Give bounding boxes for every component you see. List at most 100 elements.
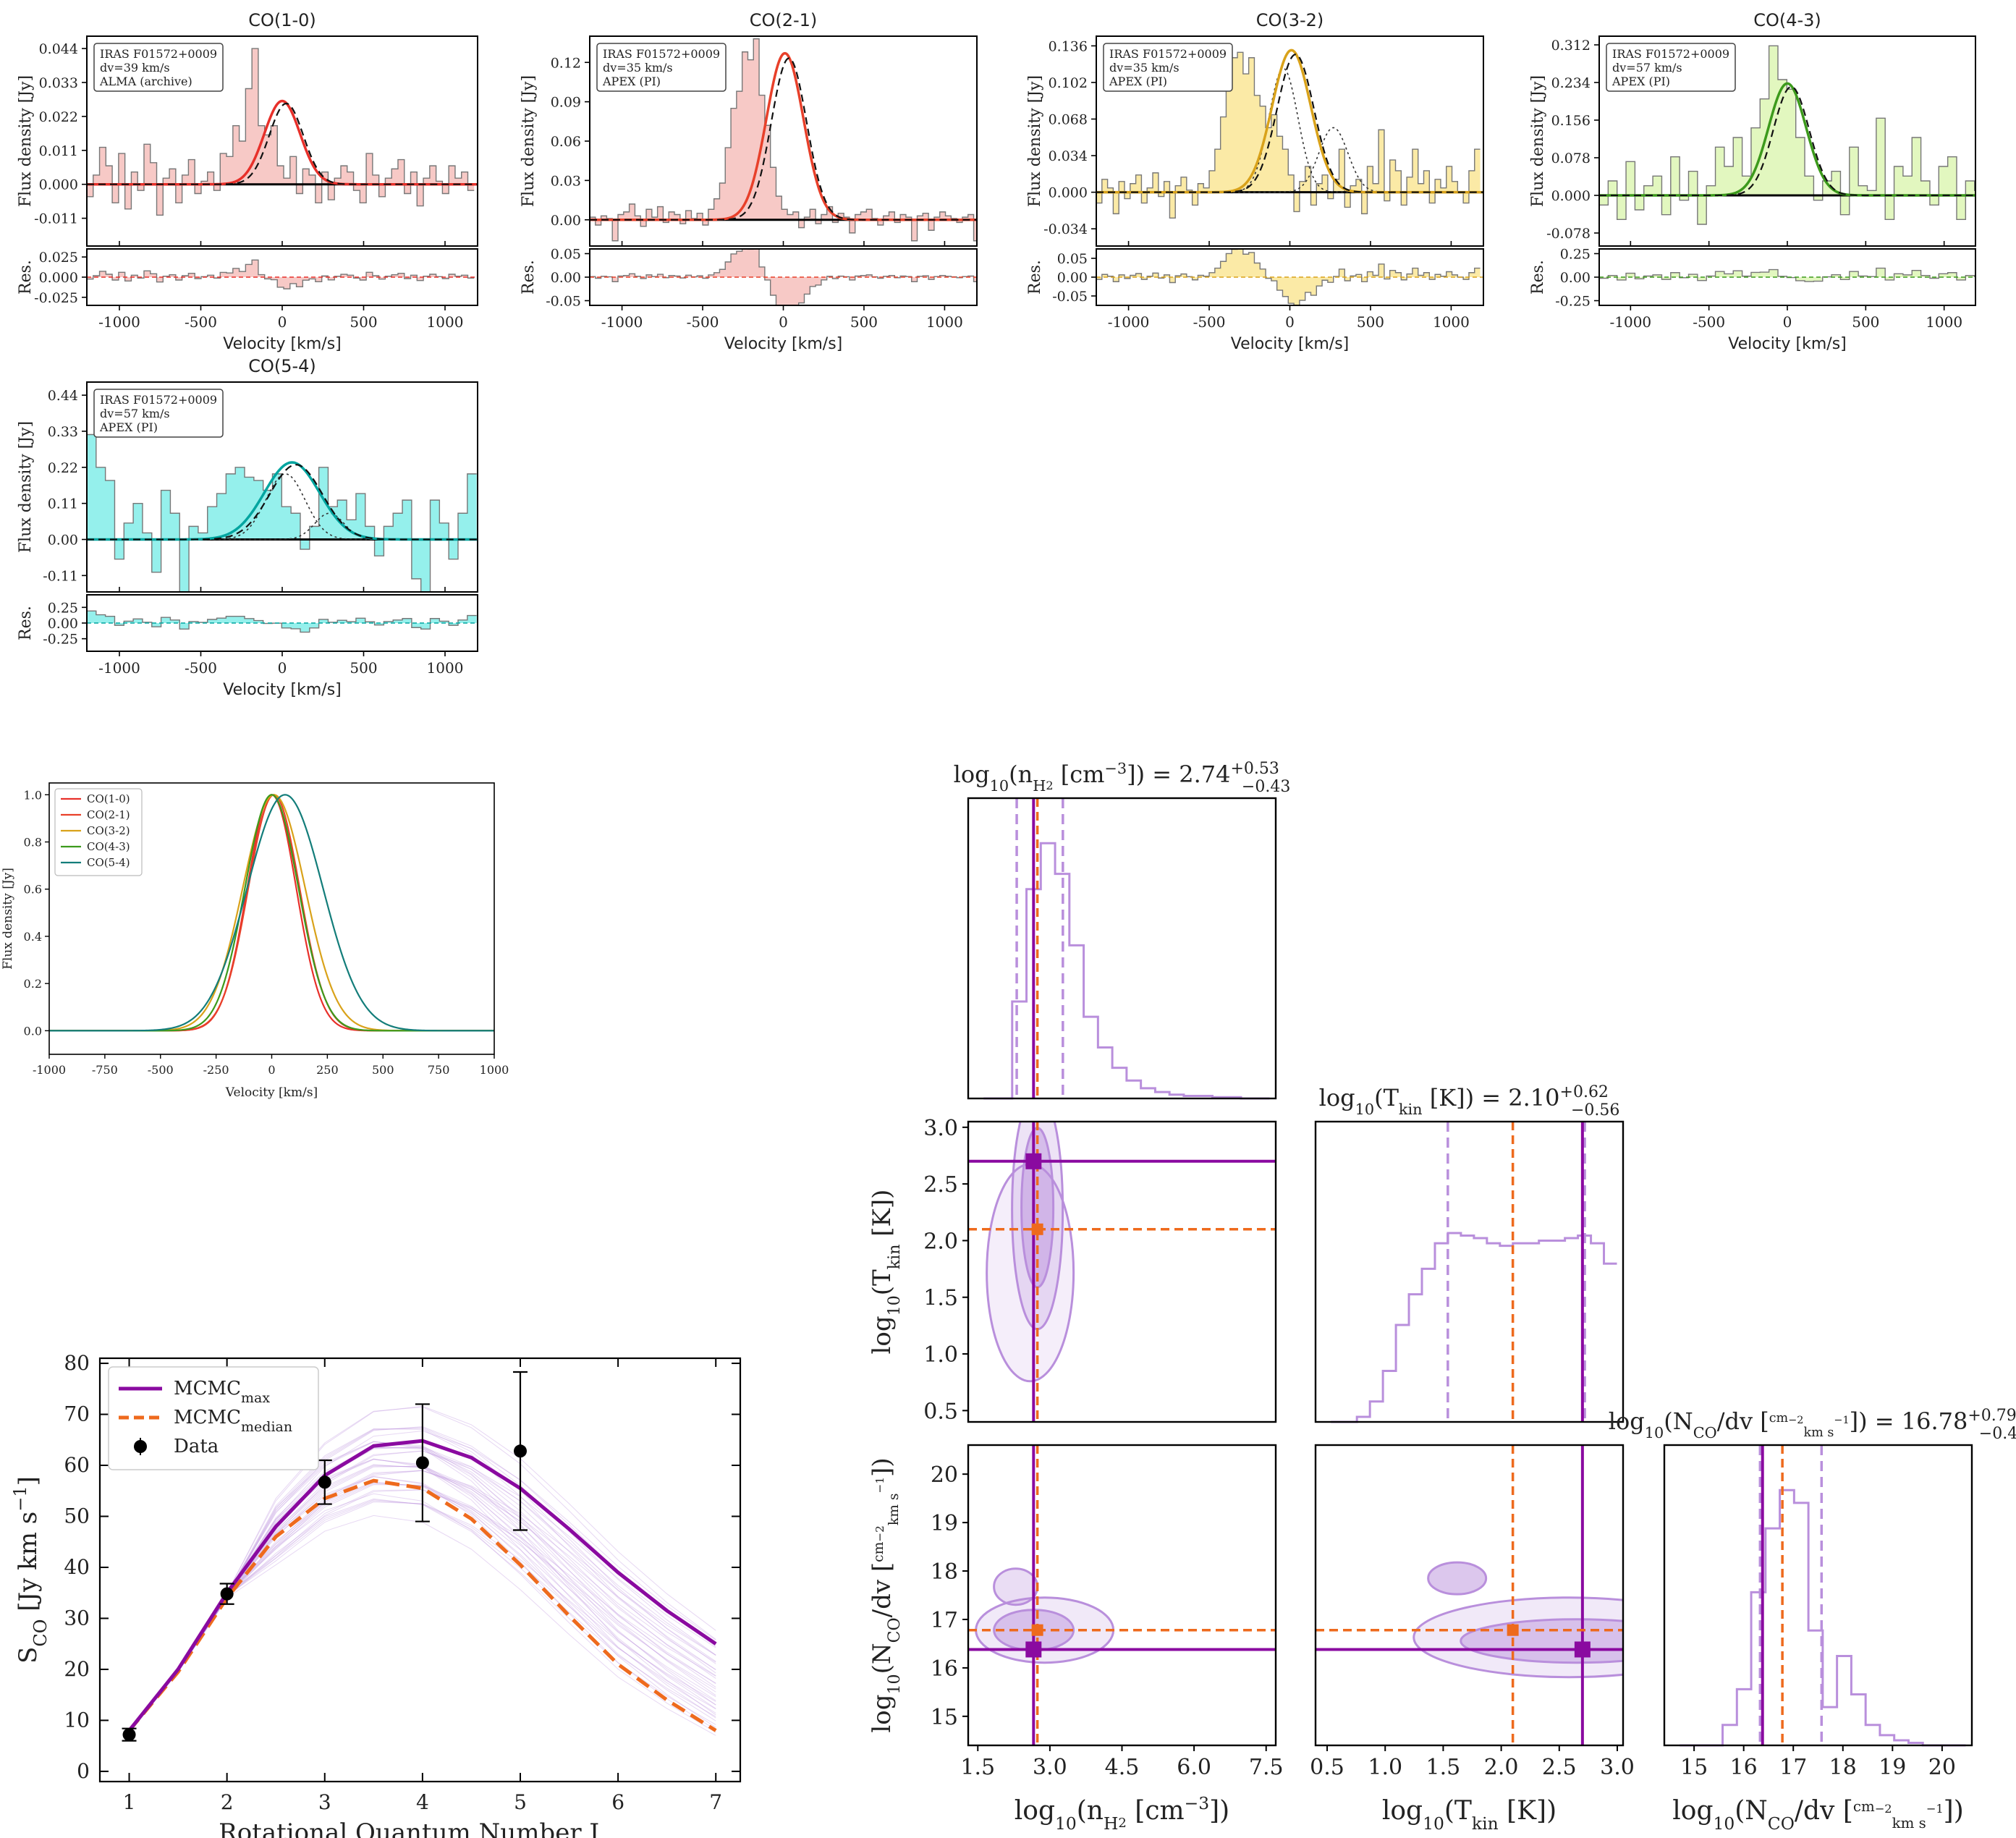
x-axis-label-main: Rotational Quantum Number J [219,1818,599,1838]
y-tick-label: 20 [931,1462,958,1488]
x-axis-label-2: log10(Tkin [K]) [1382,1796,1557,1834]
x-tick-label: 1000 [427,313,464,331]
x-axis-label: Velocity [km/s] [223,335,342,353]
max-marker [1025,1641,1042,1658]
axes-frame [98,1357,742,1783]
legend-line-3: APEX (PI) [1611,75,1670,88]
y-tick-label: 10 [64,1708,90,1732]
y-tick-label: -0.034 [1043,221,1088,237]
y-tick-label: 0.00 [48,533,78,549]
label-sup: −3 [1185,1793,1209,1813]
label-frac_den_sup: −1 [873,1477,886,1494]
residual-fill [87,260,475,289]
x-axis-label-sub: up [599,1835,622,1838]
x-axis-label-3: log10(NCO/dv [cm−2km s−1]) [1672,1796,1964,1834]
density-data [968,1445,1276,1745]
y-tick-label: 1.5 [923,1286,958,1311]
residual-steps [87,610,477,633]
x-tick-label: 0 [268,1063,275,1077]
label-tail: /dv [ [1795,1796,1853,1826]
panel-title: CO(2-1) [750,10,818,30]
y-tick-label: 60 [64,1453,90,1477]
x-tick-label: 500 [1852,313,1879,331]
label-sup: −3 [1104,760,1127,777]
median-marker [1031,1223,1043,1235]
legend-entry-main: MCMC [174,1407,241,1428]
spectrum-data [87,48,478,216]
label-frac_den_sup: −1 [1834,1415,1849,1426]
x-tick-label: 1000 [480,1063,509,1077]
y-tick-label: -0.011 [34,211,78,227]
label-sub3: 2 [1118,1816,1126,1831]
y-tick-label: 0.2 [24,977,42,991]
y-tick-label: 2.0 [923,1229,958,1254]
y-tick-label: 0.234 [1551,75,1591,91]
data-point [415,1456,429,1470]
spectrum-panel-4: CO(4-3)0.3120.2340.1560.0780.000-0.078Fl… [1529,10,1976,353]
x-tick-label: 17 [1779,1755,1807,1780]
spectrum-fill [1599,46,1975,224]
hist-frame [1314,1120,1625,1423]
density-frame [967,1120,1277,1423]
y-tick-label: 0.4 [24,930,42,944]
label-sub2: kin [885,1245,904,1270]
spectrum-data [590,38,977,242]
x-tick-label: 20 [1928,1755,1956,1780]
x-tick-label: 1.5 [960,1755,995,1780]
spectrum-steps [1096,51,1481,219]
x-tick-label: -1000 [33,1063,66,1077]
spectrum-steps [590,38,977,242]
res-y-tick-label: 0.000 [39,270,78,286]
y-axis-label-ylabel_sub: CO [30,1619,51,1647]
total-fit [87,102,478,185]
label-sub: 10 [885,1295,904,1316]
label-sub: 10 [990,777,1009,795]
legend-entry: CO(2-1) [87,808,130,821]
label-tail: [cm [1127,1796,1185,1826]
x-tick-label: 15 [1680,1755,1708,1780]
residual-fill [87,611,477,632]
y-axis-label: Flux density [Jy] [17,421,35,553]
density-contour-3 [1427,1561,1488,1596]
x-tick-label: 6.0 [1177,1755,1211,1780]
title-upper: +0.53 [1231,760,1279,778]
residual-data [1096,249,1483,305]
x-axis-label: Rotational Quantum Number Jup [219,1818,622,1838]
y-axis-label-ylabel: S [14,1647,43,1664]
y-tick-label: 50 [64,1504,90,1528]
res-y-tick-label: -0.25 [43,632,78,648]
legend-line-3: APEX (PI) [99,420,158,434]
y-tick-label: 80 [64,1351,90,1375]
label-frac_den: km s [886,1493,902,1525]
density-panel-2 [968,1445,1276,1745]
legend-frame [1606,43,1736,92]
x-axis-label: Velocity [km/s] [1728,335,1847,353]
legend-line-2: dv=39 km/s [100,61,170,75]
label-end: ]) [1850,1407,1868,1435]
density-data [968,1122,1276,1422]
y-tick-label: 0.156 [1551,113,1591,129]
histogram-steps [983,842,1270,1100]
x-tick-label: 1000 [1433,313,1470,331]
y-tick-label: 0.03 [551,173,581,189]
max-marker [1025,1153,1042,1169]
x-axis-label: Velocity [km/s] [724,335,843,353]
label-end: ) [868,1190,897,1199]
label-frac_num_sup: −2 [1788,1415,1803,1426]
y-axis-label-ylabel_end: ] [14,1476,43,1486]
legend-line-1: IRAS F01572+0009 [100,47,217,61]
x-tick-label: 7.5 [1249,1755,1284,1780]
x-tick-label: 0.5 [1310,1755,1344,1780]
label-sub: 10 [885,1674,904,1694]
spectrum-steps [87,433,477,592]
res-y-tick-label: -0.05 [1052,289,1088,305]
spectrum-panel-2: CO(2-1) 0.12 0.09 0.06 0.03 0.00 Flux density … [520,10,978,353]
density-panel-3 [1316,1445,1623,1745]
panel-title: CO(4-3) [1753,10,1821,30]
y-tick-label: 0.312 [1551,38,1591,54]
data-point [318,1475,331,1489]
total-fit [590,57,977,221]
